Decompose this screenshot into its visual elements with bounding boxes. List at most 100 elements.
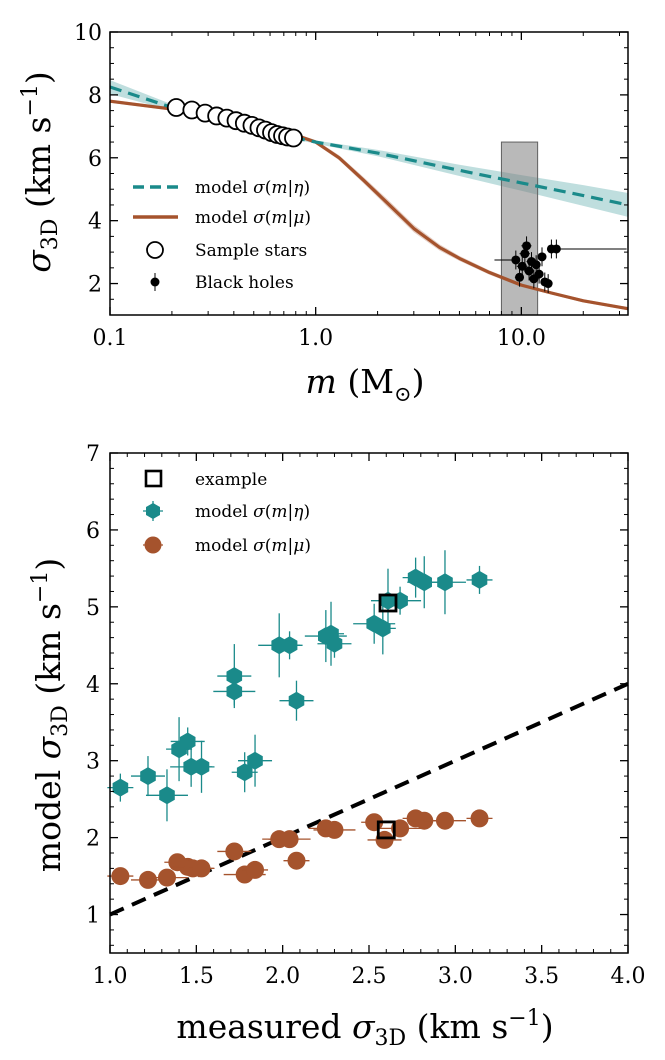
eta-point xyxy=(226,667,243,686)
x-tick-label: 1.0 xyxy=(93,964,128,989)
y-tick-label: 6 xyxy=(88,147,102,172)
legend-bh-marker xyxy=(150,277,160,287)
example-point xyxy=(378,593,398,613)
mu-model-line xyxy=(109,99,629,311)
legend-stars-marker xyxy=(146,241,164,259)
x-tick-label: 10.0 xyxy=(497,326,546,351)
y-tick-label: 2 xyxy=(86,827,100,852)
black-hole xyxy=(520,249,530,259)
y-tick-label: 1 xyxy=(86,904,100,929)
legend-example-marker xyxy=(144,469,163,488)
eta-point xyxy=(326,634,343,653)
mu-point xyxy=(375,830,394,849)
y-tick-label: 2 xyxy=(88,273,102,298)
eta-model-line xyxy=(109,85,629,207)
legend-example-label: example xyxy=(195,470,267,490)
x-tick-label: 2.5 xyxy=(352,964,387,989)
mu-point xyxy=(111,867,130,886)
y-tick-label: 4 xyxy=(88,210,102,235)
sample-star xyxy=(166,98,186,117)
one-to-one-line xyxy=(109,681,629,917)
bottom-panel: 1.0 1.5 2.0 2.5 3.0 3.5 4.0 1 2 3 4 5 6 7 example mod… xyxy=(28,442,646,1051)
bottom-x-axis-label: measured σ3D (km s−1) xyxy=(176,1006,553,1051)
top-x-axis-label: m (M⊙) xyxy=(306,362,425,406)
x-tick-label: 3.5 xyxy=(524,964,559,989)
x-tick-label: 2.0 xyxy=(265,964,300,989)
black-hole xyxy=(543,279,553,289)
black-hole xyxy=(551,244,561,254)
y-tick-label: 7 xyxy=(86,442,100,467)
eta-point xyxy=(236,763,253,782)
sample-stars xyxy=(166,98,303,148)
legend-eta-label: model σ(m|η) xyxy=(195,178,310,198)
black-hole xyxy=(511,255,521,265)
black-hole xyxy=(524,266,534,276)
top-y-axis-label: σ3D (km s−1) xyxy=(18,71,63,273)
eta-points xyxy=(107,550,493,822)
mu-point xyxy=(225,842,244,861)
legend-bh-label: Black holes xyxy=(195,273,294,293)
y-tick-label: 4 xyxy=(86,673,100,698)
eta-point xyxy=(112,778,129,797)
eta-point xyxy=(159,786,175,805)
eta-point xyxy=(226,682,243,701)
black-hole xyxy=(522,241,532,251)
legend-mu-label: model σ(m|μ) xyxy=(195,208,311,228)
black-hole xyxy=(537,252,547,262)
legend-eta-hexagon xyxy=(143,501,163,521)
x-tick-label: 3.0 xyxy=(438,964,473,989)
x-tick-label: 0.1 xyxy=(93,326,128,351)
band-p1-band-eta xyxy=(110,80,628,217)
top-axes-ticks: 0.1 1.0 10.0 2 4 6 8 10 xyxy=(74,21,628,351)
y-tick-label: 5 xyxy=(86,596,100,621)
mu-point xyxy=(138,870,157,889)
bottom-axes-ticks: 1.0 1.5 2.0 2.5 3.0 3.5 4.0 1 2 3 4 5 6 7 xyxy=(86,442,646,989)
example-points xyxy=(376,593,398,840)
eta-point xyxy=(193,757,210,776)
legend-stars-label: Sample stars xyxy=(195,241,307,261)
black-holes xyxy=(494,236,627,293)
legend-mu-circle xyxy=(143,536,163,554)
eta-point xyxy=(179,732,196,751)
top-axes-frame xyxy=(109,31,629,316)
mu-point xyxy=(470,809,489,828)
eta-point xyxy=(437,573,453,592)
mu-point xyxy=(192,859,211,878)
black-hole xyxy=(531,260,541,270)
mu-points xyxy=(107,809,493,889)
mu-point xyxy=(280,830,299,849)
model-curves xyxy=(109,85,629,311)
y-tick-label: 8 xyxy=(88,84,102,109)
eta-point xyxy=(247,751,263,770)
sample-star xyxy=(284,128,303,148)
y-tick-label: 6 xyxy=(86,519,100,544)
mu-uncertainty-band xyxy=(110,99,628,311)
legend-mu-label-bottom: model σ(m|μ) xyxy=(195,536,311,556)
eta-point xyxy=(471,570,488,589)
top-panel: 0.1 1.0 10.0 2 4 6 8 10 model σ(m|η) model σ(m|… xyxy=(18,21,629,406)
example-point xyxy=(376,820,396,840)
black-hole xyxy=(534,269,544,279)
band-p1-band-mu xyxy=(110,99,628,311)
x-tick-label: 1.0 xyxy=(298,326,333,351)
eta-point xyxy=(375,619,391,638)
top-legend: model σ(m|η) model σ(m|μ) Sample stars B… xyxy=(133,178,311,293)
mu-point xyxy=(246,860,265,879)
x-tick-label: 1.5 xyxy=(179,964,214,989)
x-tick-label: 4.0 xyxy=(611,964,646,989)
eta-uncertainty-band xyxy=(110,80,628,217)
eta-point xyxy=(140,767,156,786)
mu-point xyxy=(435,811,454,830)
bottom-legend: example model σ(m|η) model σ(m|μ) xyxy=(143,469,311,556)
eta-point xyxy=(288,691,305,710)
bottom-y-axis-label: model σ3D (km s−1) xyxy=(28,558,73,872)
y-tick-label: 3 xyxy=(86,750,100,775)
y-tick-label: 10 xyxy=(74,21,102,46)
legend-eta-label-bottom: model σ(m|η) xyxy=(195,502,310,522)
mu-point xyxy=(157,868,176,887)
mu-point xyxy=(287,851,306,870)
eta-point xyxy=(281,636,298,655)
black-hole xyxy=(517,261,527,271)
mu-point xyxy=(325,820,344,839)
